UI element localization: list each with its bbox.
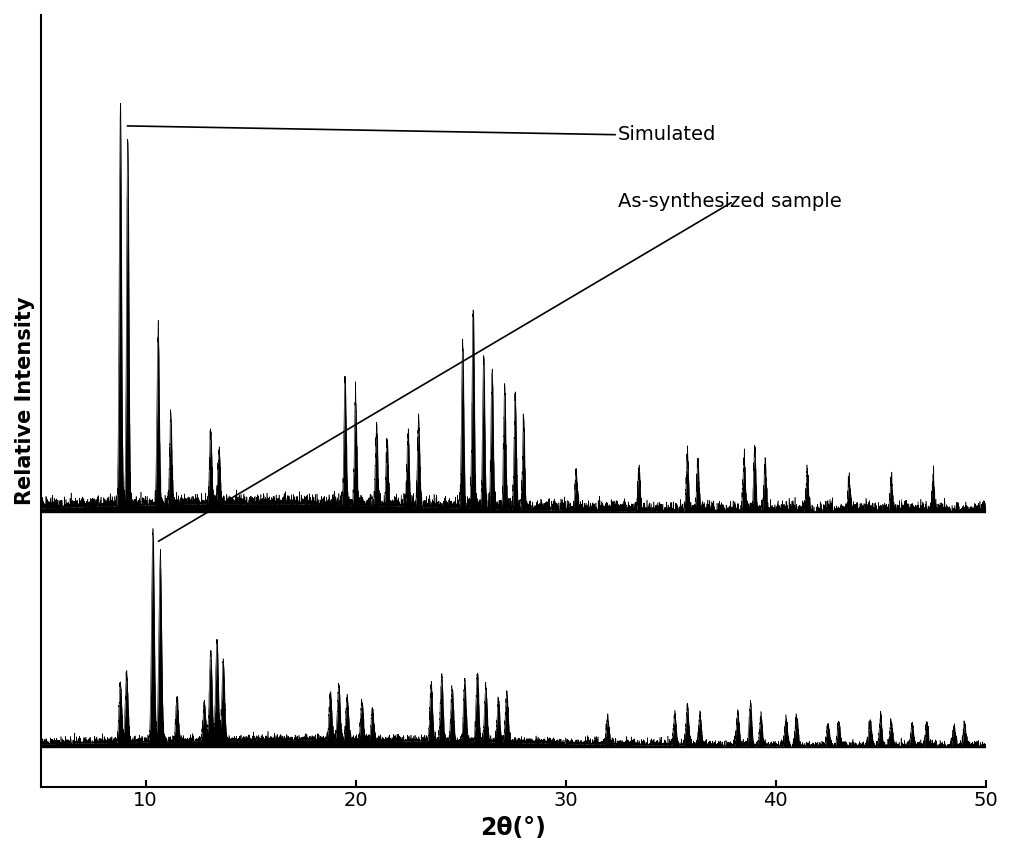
- X-axis label: 2θ(°): 2θ(°): [480, 816, 546, 840]
- Text: Simulated: Simulated: [618, 125, 716, 144]
- Y-axis label: Relative Intensity: Relative Intensity: [15, 297, 35, 505]
- Text: As-synthesized sample: As-synthesized sample: [618, 192, 842, 210]
